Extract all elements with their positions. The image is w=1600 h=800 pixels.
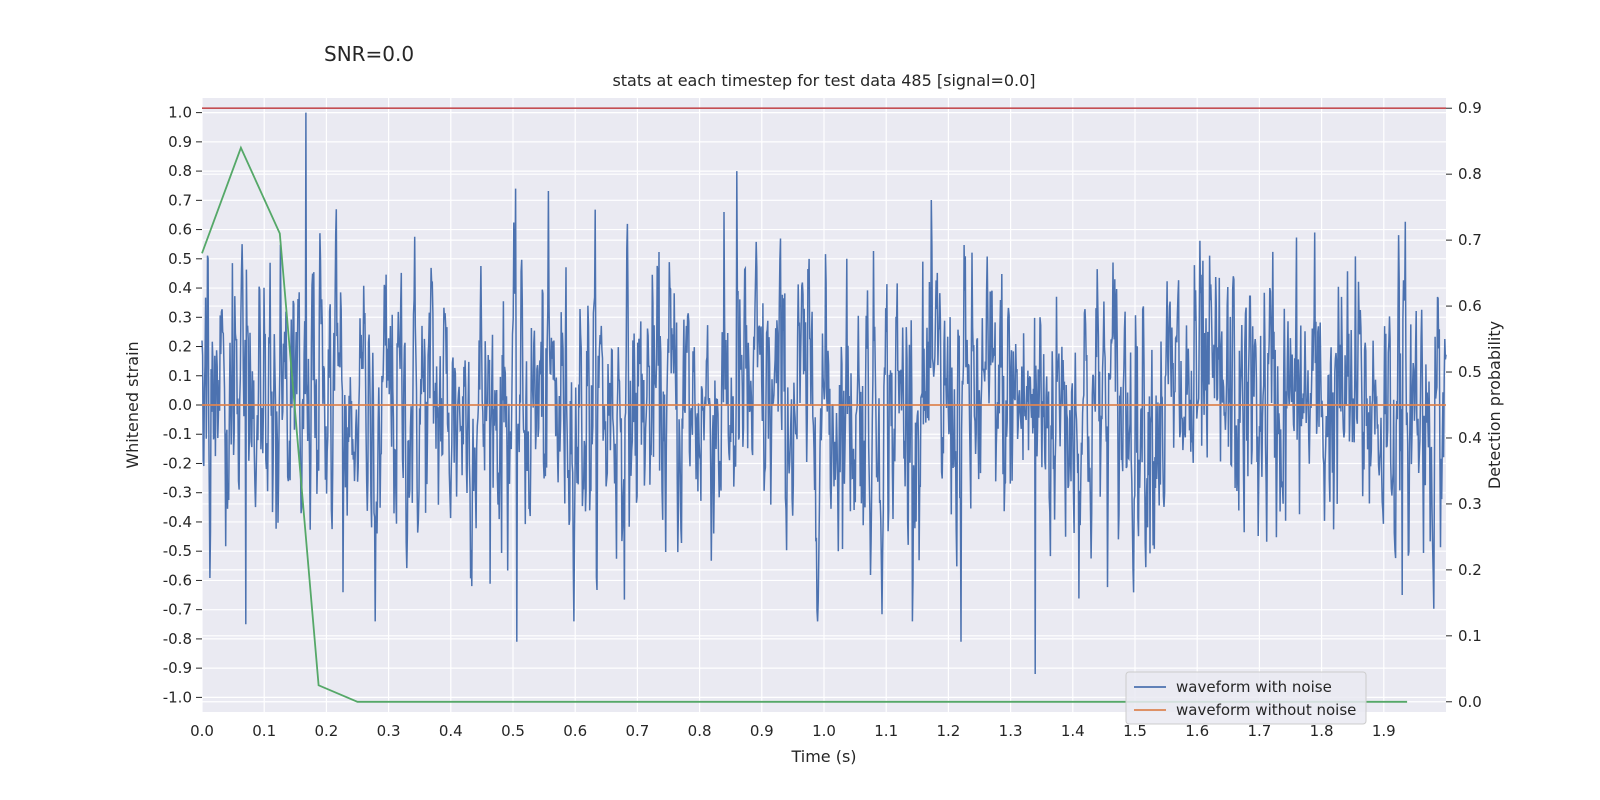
y2-tick-label: 0.3 [1458, 495, 1482, 513]
x-tick-label: 1.5 [1123, 722, 1147, 740]
y-tick-label: 0.5 [168, 250, 192, 268]
y-tick-label: -0.7 [163, 601, 192, 619]
chart-title: stats at each timestep for test data 485… [612, 71, 1035, 90]
y-tick-label: 0.9 [168, 133, 192, 151]
y-tick-label: -0.1 [163, 425, 192, 443]
y-tick-label: -0.4 [163, 513, 192, 531]
x-tick-label: 0.4 [439, 722, 463, 740]
y-axis-ticks: 1.0 0.9 0.8 0.7 0.6 0.5 0.4 0.3 0.2 0.1 0.0 -0.1 -0.… [163, 104, 202, 706]
y2-tick-label: 0.4 [1458, 429, 1482, 447]
y-tick-label: 0.4 [168, 279, 192, 297]
y2-axis-label: Detection probability [1485, 321, 1504, 489]
x-tick-label: 1.2 [936, 722, 960, 740]
y-tick-label: -0.3 [163, 484, 192, 502]
y-tick-label: 0.6 [168, 221, 192, 239]
y2-tick-label: 0.8 [1458, 165, 1482, 183]
x-axis-label: Time (s) [790, 747, 856, 766]
y-tick-label: 0.7 [168, 191, 192, 209]
y-tick-label: 0.0 [168, 396, 192, 414]
x-tick-label: 0.9 [750, 722, 774, 740]
x-tick-label: 1.6 [1185, 722, 1209, 740]
x-tick-label: 1.4 [1061, 722, 1085, 740]
x-tick-label: 1.9 [1372, 722, 1396, 740]
y-tick-label: 0.3 [168, 308, 192, 326]
y2-tick-label: 0.6 [1458, 297, 1482, 315]
x-tick-label: 1.8 [1310, 722, 1334, 740]
y2-tick-label: 0.7 [1458, 231, 1482, 249]
y2-tick-label: 0.0 [1458, 693, 1482, 711]
x-tick-label: 1.1 [874, 722, 898, 740]
y-tick-label: 0.2 [168, 338, 192, 356]
snr-label: SNR=0.0 [324, 42, 415, 66]
y-tick-label: 0.1 [168, 367, 192, 385]
x-tick-label: 0.3 [377, 722, 401, 740]
y-tick-label: -0.8 [163, 630, 192, 648]
y-tick-label: -0.9 [163, 659, 192, 677]
y2-tick-label: 0.2 [1458, 561, 1482, 579]
y2-tick-label: 0.9 [1458, 99, 1482, 117]
y2-tick-label: 0.1 [1458, 627, 1482, 645]
y-tick-label: -0.2 [163, 454, 192, 472]
legend-label-noise: waveform with noise [1176, 678, 1332, 696]
x-tick-label: 1.0 [812, 722, 836, 740]
y-tick-label: -0.6 [163, 571, 192, 589]
legend: waveform with noise waveform without noi… [1125, 671, 1367, 725]
x-tick-label: 0.0 [190, 722, 214, 740]
x-tick-label: 1.7 [1247, 722, 1271, 740]
x-tick-label: 0.6 [563, 722, 587, 740]
series-waveform-with-noise [201, 112, 1447, 675]
y-axis-label: Whitened strain [123, 341, 142, 468]
x-tick-label: 0.5 [501, 722, 525, 740]
y2-axis-ticks: 0.9 0.8 0.7 0.6 0.5 0.4 0.3 0.2 0.1 0.0 [1446, 99, 1482, 711]
x-tick-label: 0.8 [688, 722, 712, 740]
x-tick-label: 1.3 [999, 722, 1023, 740]
y-tick-label: -1.0 [163, 688, 192, 706]
x-tick-label: 0.2 [314, 722, 338, 740]
x-tick-label: 0.1 [252, 722, 276, 740]
legend-box [1125, 671, 1367, 725]
x-axis-ticks: 0.0 0.1 0.2 0.3 0.4 0.5 0.6 0.7 0.8 0.9 1.0 1.1 1.2 1… [190, 722, 1396, 740]
y2-tick-label: 0.5 [1458, 363, 1482, 381]
legend-label-clean: waveform without noise [1176, 701, 1356, 719]
y-tick-label: -0.5 [163, 542, 192, 560]
y-tick-label: 0.8 [168, 162, 192, 180]
y-tick-label: 1.0 [168, 104, 192, 122]
x-tick-label: 0.7 [625, 722, 649, 740]
